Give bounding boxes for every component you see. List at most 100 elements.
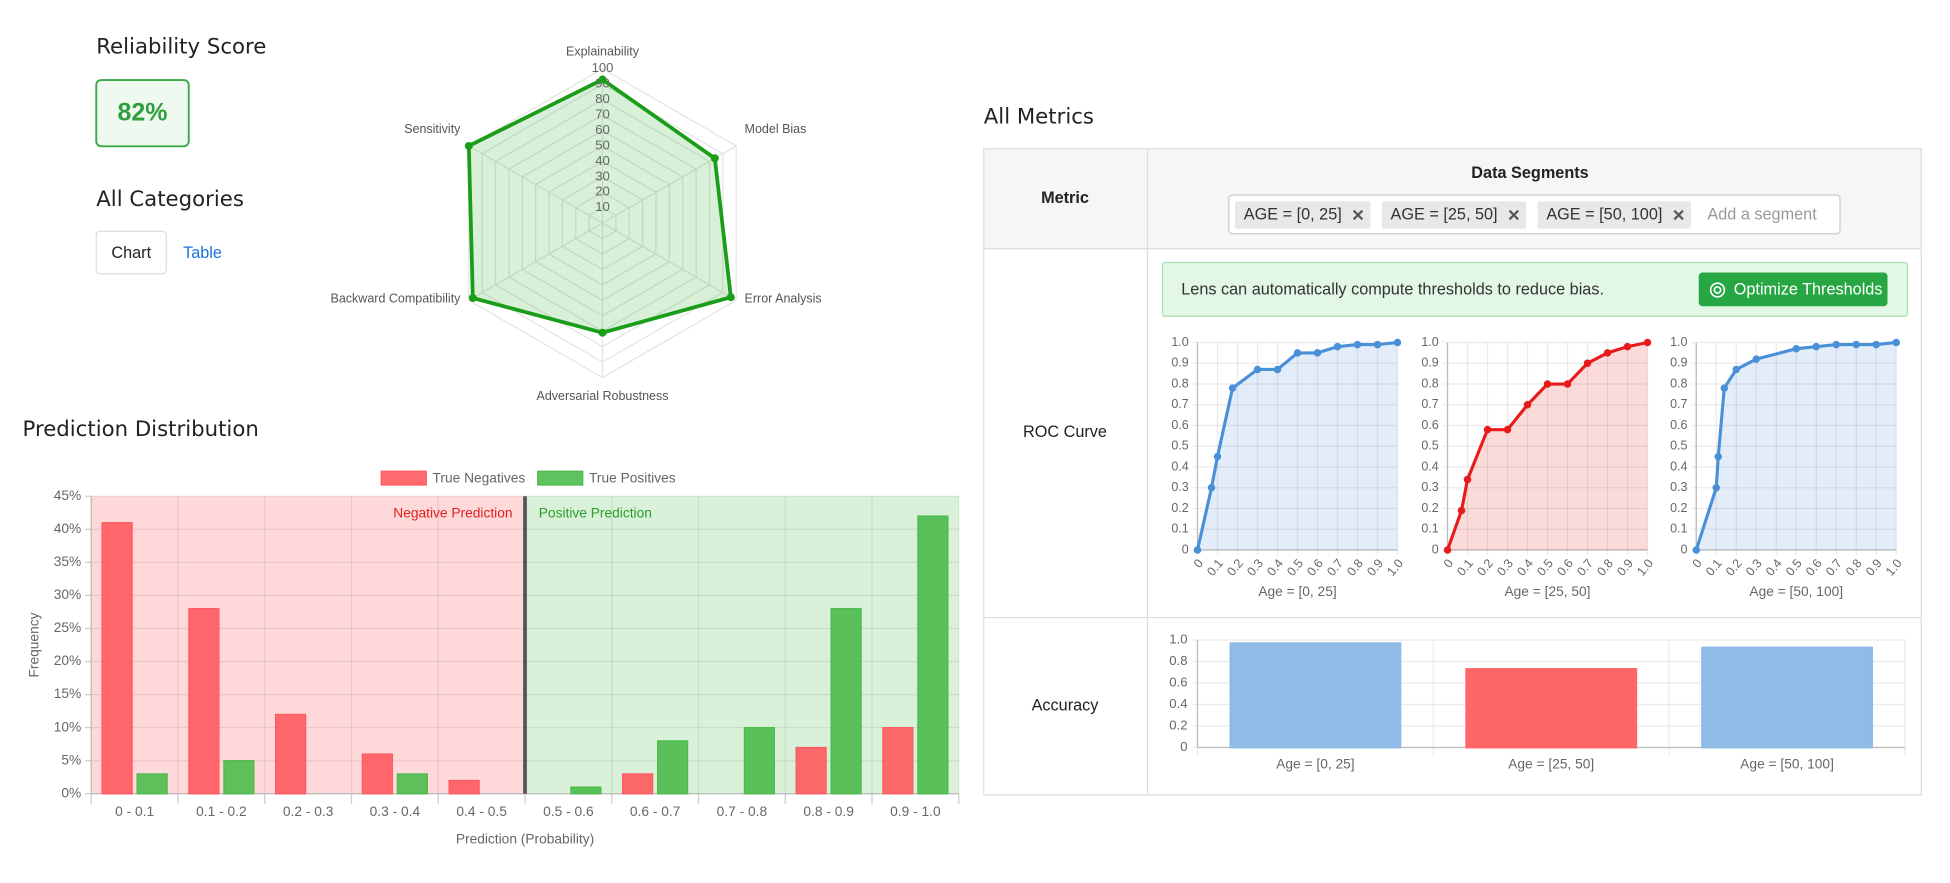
radar-label: Error Analysis bbox=[745, 292, 822, 306]
x-tick-label: 0 - 0.1 bbox=[115, 804, 154, 819]
x-tick-label: Age = [0, 25] bbox=[1276, 757, 1354, 772]
roc-point bbox=[1583, 359, 1592, 367]
y-tick-label: 0.4 bbox=[1169, 696, 1187, 711]
y-tick-label: 1.0 bbox=[1169, 631, 1187, 646]
button[interactable] bbox=[1698, 272, 1888, 307]
y-tick-label: 0.2 bbox=[1670, 501, 1687, 515]
y-tick-label: 0.3 bbox=[1670, 480, 1687, 494]
table bbox=[983, 148, 1922, 796]
roc-point bbox=[1463, 475, 1472, 484]
y-tick-label: 0.1 bbox=[1421, 522, 1438, 536]
segment-chip bbox=[1537, 201, 1692, 229]
x-tick-label: 0.9 bbox=[1614, 556, 1636, 578]
x-tick-label: 0.8 bbox=[1344, 556, 1366, 578]
roc-point bbox=[1503, 425, 1512, 434]
bar bbox=[570, 786, 602, 795]
tab-active[interactable] bbox=[95, 230, 167, 275]
y-tick-label: 0.9 bbox=[1670, 356, 1687, 370]
column-header: Data Segments bbox=[1471, 164, 1588, 182]
y-tick-label: 20% bbox=[54, 653, 82, 668]
x-tick-label: 0.1 bbox=[1703, 556, 1725, 578]
chip-remove[interactable] bbox=[1352, 209, 1364, 221]
x-tick-label: 0.4 bbox=[1514, 556, 1536, 578]
radar-label: Sensitivity bbox=[404, 122, 461, 136]
y-tick-label: 0.5 bbox=[1171, 439, 1188, 453]
score: 82% bbox=[117, 98, 167, 126]
y-tick-label: 0 bbox=[1180, 739, 1187, 754]
x-tick-label: 1.0 bbox=[1384, 556, 1406, 578]
y-tick-label: 0.8 bbox=[1421, 376, 1438, 390]
chip-remove[interactable] bbox=[1673, 209, 1684, 221]
button-icon bbox=[1709, 282, 1726, 298]
segment-label: AGE = [25, 50] bbox=[1391, 205, 1498, 223]
y-tick-label: 0.5 bbox=[1421, 439, 1438, 453]
x-tick-label: 0.7 bbox=[1324, 556, 1346, 578]
bar bbox=[1229, 642, 1402, 749]
y-tick-label: 0.1 bbox=[1670, 522, 1687, 536]
bar bbox=[1701, 646, 1874, 749]
y-tick-label: 10% bbox=[54, 719, 82, 734]
roc-point bbox=[1692, 546, 1700, 554]
radar-point bbox=[710, 154, 719, 163]
y-tick-label: 0% bbox=[61, 785, 81, 800]
tab[interactable]: Chart bbox=[111, 244, 151, 262]
y-tick-label: 15% bbox=[54, 686, 82, 701]
bar bbox=[882, 727, 914, 795]
bar bbox=[188, 608, 220, 795]
y-tick-label: 0.7 bbox=[1171, 397, 1188, 411]
button-label[interactable]: Optimize Thresholds bbox=[1734, 280, 1883, 298]
section-title: All Categories bbox=[96, 187, 244, 212]
roc-point bbox=[1732, 365, 1740, 374]
segment-chip bbox=[1381, 201, 1527, 229]
roc-point bbox=[1892, 338, 1900, 347]
x-tick-label: 0.6 bbox=[1304, 556, 1326, 578]
x-tick-label: 0.8 bbox=[1594, 556, 1616, 578]
roc-point bbox=[1712, 484, 1720, 492]
bar bbox=[101, 522, 133, 795]
roc-area bbox=[1447, 342, 1648, 550]
y-tick-label: 0 bbox=[1432, 542, 1439, 556]
x-tick-label: 0.1 bbox=[1204, 556, 1226, 578]
legend-swatch bbox=[380, 470, 427, 486]
y-tick-label: 0.6 bbox=[1171, 418, 1188, 432]
y-tick-label: 1.0 bbox=[1171, 335, 1188, 349]
x-tick-label: Age = [50, 100] bbox=[1740, 757, 1834, 772]
y-tick-label: 25% bbox=[54, 620, 82, 635]
roc-point bbox=[1443, 546, 1452, 554]
x-tick-label: 0.3 bbox=[1244, 556, 1266, 578]
y-tick-label: 0.2 bbox=[1421, 501, 1438, 515]
legend-swatch bbox=[537, 470, 584, 486]
y-tick-label: 0.8 bbox=[1171, 376, 1188, 390]
x-tick-label: 0.6 bbox=[1554, 556, 1576, 578]
y-tick-label: 1.0 bbox=[1670, 335, 1687, 349]
chip-remove[interactable] bbox=[1508, 209, 1519, 221]
roc-point bbox=[1293, 349, 1302, 357]
x-tick-label: 0.4 bbox=[1763, 556, 1785, 578]
radar-tick-label: 100 bbox=[592, 60, 614, 75]
y-tick-label: 0.4 bbox=[1171, 459, 1188, 473]
chart-title: Age = [50, 100] bbox=[1749, 584, 1843, 599]
chart-title: Age = [0, 25] bbox=[1258, 584, 1336, 599]
roc-area bbox=[1696, 342, 1897, 550]
radar-point bbox=[598, 328, 607, 337]
section-title: Reliability Score bbox=[96, 35, 266, 60]
radar-label: Adversarial Robustness bbox=[536, 389, 668, 403]
roc-point bbox=[1373, 340, 1382, 349]
bar bbox=[396, 773, 429, 795]
roc-point bbox=[1253, 365, 1262, 374]
y-tick-label: 0.5 bbox=[1670, 439, 1687, 453]
y-tick-label: 0 bbox=[1681, 542, 1688, 556]
x-tick-label: 0.7 - 0.8 bbox=[717, 804, 768, 819]
tab[interactable]: Table bbox=[183, 244, 222, 262]
y-tick-label: 5% bbox=[61, 752, 81, 767]
roc-point bbox=[1313, 349, 1322, 357]
y-tick-label: 0.7 bbox=[1670, 397, 1687, 411]
roc-point bbox=[1483, 425, 1492, 434]
x-tick-label: 0.5 bbox=[1783, 556, 1805, 578]
y-tick-label: 0.2 bbox=[1171, 501, 1188, 515]
x-tick-label: 0.5 - 0.6 bbox=[543, 804, 594, 819]
radar-spoke bbox=[602, 222, 737, 301]
radar-point bbox=[598, 75, 607, 84]
bar bbox=[223, 760, 255, 795]
